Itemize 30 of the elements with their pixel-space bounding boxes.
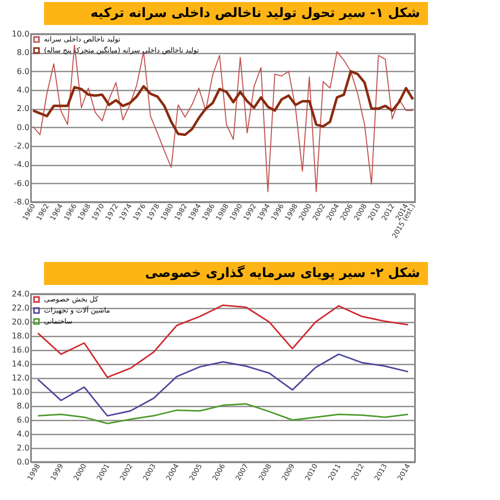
y-tick-label: 20.0 (12, 318, 30, 326)
y-tick-label: -8.0 (14, 198, 30, 206)
chart-title: شکل ۱- سیر تحول تولید ناخالص داخلی سرانه ترکیه (44, 2, 428, 25)
y-tick-label: 0.0 (16, 122, 30, 132)
y-tick-label: 22.0 (12, 304, 30, 312)
y-tick-label: 6.0 (16, 416, 30, 424)
y-tick-label: 4.0 (16, 430, 30, 438)
y-tick-label: 2.0 (16, 104, 30, 114)
y-tick-label: 8.0 (16, 48, 30, 58)
y-tick-label: 14.0 (12, 360, 30, 368)
y-tick-label: 8.0 (16, 402, 30, 410)
y-tick-label: 2.0 (16, 444, 30, 452)
line-series (37, 304, 409, 378)
line-series (32, 70, 414, 136)
y-tick-label: 18.0 (12, 332, 30, 340)
chart-title: شکل ۲- سیر پویای سرمایه گذاری خصوصی (44, 262, 428, 285)
y-tick-label: 6.0 (16, 66, 30, 76)
y-tick-label: -4.0 (14, 160, 30, 170)
y-tick-label: 4.0 (16, 86, 30, 94)
y-tick-label: 10.0 (12, 30, 30, 38)
y-tick-label: 10.0 (12, 388, 30, 396)
y-tick-label: 16.0 (12, 346, 30, 354)
y-tick-label: 24.0 (12, 290, 30, 298)
line-series (37, 403, 409, 424)
y-tick-label: -2.0 (14, 142, 30, 150)
y-tick-label: 12.0 (12, 374, 30, 382)
line-series (32, 44, 414, 192)
y-tick-label: 0.0 (16, 458, 30, 466)
line-series (37, 353, 409, 417)
y-tick-label: -6.0 (14, 178, 30, 188)
